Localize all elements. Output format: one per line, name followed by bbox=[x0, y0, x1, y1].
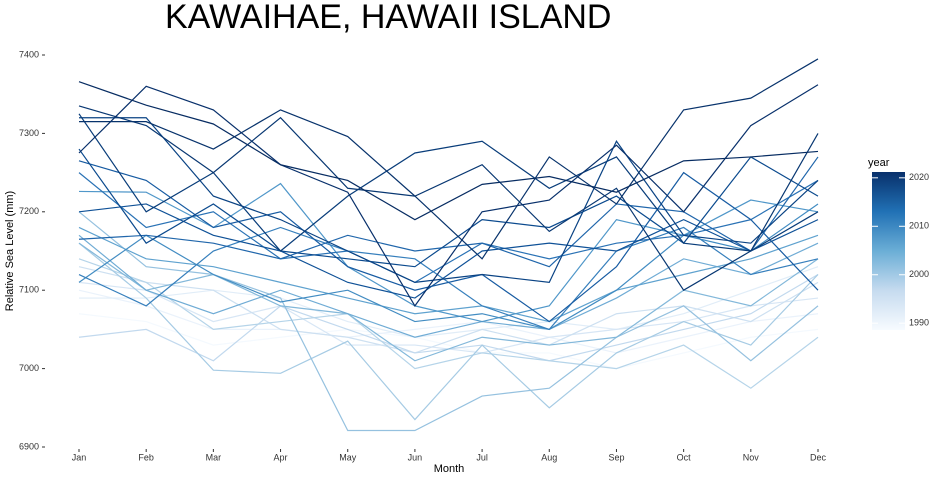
series-line bbox=[78, 203, 819, 299]
x-tick-label: Feb bbox=[138, 452, 154, 462]
x-tick-label: Jul bbox=[476, 452, 488, 462]
series-line bbox=[78, 148, 819, 268]
x-tick-label: May bbox=[339, 452, 357, 462]
colorbar bbox=[872, 172, 905, 330]
y-tick-label: 7400 bbox=[19, 49, 39, 59]
series-line bbox=[78, 81, 819, 221]
series-line bbox=[78, 226, 819, 323]
y-tick-label: 7200 bbox=[19, 206, 39, 216]
x-tick-label: Jan bbox=[72, 452, 87, 462]
series-line bbox=[78, 203, 819, 331]
x-axis-label: Month bbox=[434, 463, 465, 475]
series-line bbox=[78, 105, 819, 292]
series-line bbox=[79, 58, 819, 260]
x-tick-label: Oct bbox=[677, 452, 692, 462]
y-tick-label: 7100 bbox=[19, 285, 39, 295]
series-line bbox=[78, 160, 819, 323]
x-tick-label: Aug bbox=[541, 452, 557, 462]
series-line bbox=[79, 117, 819, 284]
series-line bbox=[78, 242, 819, 362]
x-tick-label: Jun bbox=[408, 452, 423, 462]
series-line bbox=[78, 289, 819, 354]
y-tick-label: 7300 bbox=[19, 128, 39, 138]
series-line bbox=[78, 182, 819, 323]
series-line bbox=[78, 258, 819, 389]
series-line bbox=[78, 172, 819, 284]
series-line bbox=[78, 234, 819, 338]
series-line bbox=[78, 156, 819, 268]
series-line bbox=[78, 113, 819, 252]
series-line bbox=[78, 266, 819, 354]
y-tick-label: 7000 bbox=[19, 363, 39, 373]
x-tick-label: Sep bbox=[608, 452, 624, 462]
series-line bbox=[78, 211, 819, 432]
series-line bbox=[78, 84, 819, 307]
x-tick-label: Nov bbox=[743, 452, 760, 462]
colorbar-tick-label: 2020 bbox=[909, 172, 929, 182]
x-tick-label: Mar bbox=[206, 452, 222, 462]
colorbar-tick-label: 2000 bbox=[909, 269, 929, 279]
colorbar-tick-label: 2010 bbox=[909, 221, 929, 231]
series-line bbox=[78, 242, 819, 421]
y-tick-label: 6900 bbox=[19, 441, 39, 451]
y-axis-label: Relative Sea Level (mm) bbox=[4, 191, 16, 311]
x-tick-label: Dec bbox=[810, 452, 827, 462]
series-line bbox=[78, 313, 819, 370]
chart-title: KAWAIHAE, HAWAII ISLAND bbox=[165, 0, 611, 36]
series-line bbox=[79, 266, 819, 338]
x-tick-label: Apr bbox=[274, 452, 288, 462]
colorbar-tick-label: 1990 bbox=[909, 318, 929, 328]
colorbar-title: year bbox=[868, 157, 890, 169]
